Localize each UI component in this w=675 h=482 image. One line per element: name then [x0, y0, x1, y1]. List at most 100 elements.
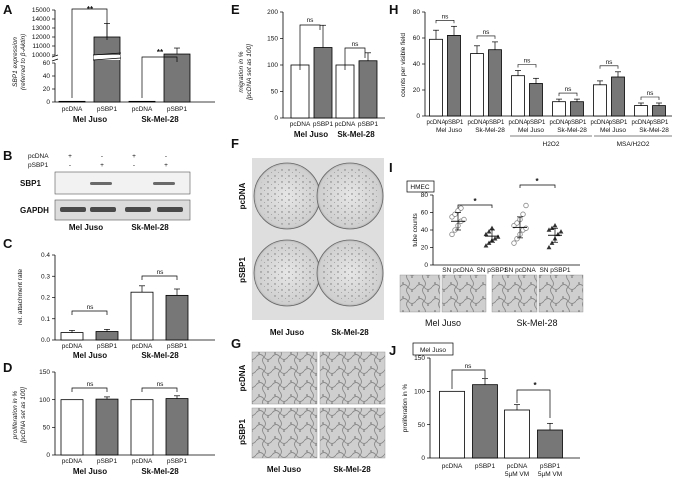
panel-h-condition-1: H2O2 [543, 141, 560, 148]
panel-h-bar [511, 75, 525, 117]
svg-text:pcDNA: pcDNA [442, 463, 463, 470]
panel-h-xlabel: pcDNA [467, 120, 486, 126]
panel-j-bar [472, 384, 498, 459]
panel-a-ytick: 14000 [32, 16, 50, 23]
svg-text:pcDNA: pcDNA [290, 121, 311, 128]
panel-f-colony-assay: pcDNA pSBP1 Mel Juso Sk-Mel-28 [238, 158, 384, 337]
panel-a-bar [128, 100, 156, 103]
svg-text:-: - [165, 153, 167, 160]
panel-h-bar [611, 76, 625, 117]
panel-a-xlabel-3: pcDNA [132, 106, 153, 113]
panel-h-xlabel: pcDNA [549, 120, 568, 126]
panel-c-sig-2: ns [157, 269, 165, 276]
panel-j-ytick: 150 [414, 355, 425, 362]
panel-i-point [520, 211, 526, 217]
svg-text:pSBP1: pSBP1 [313, 121, 334, 128]
panel-i-ytick: 0 [424, 262, 428, 269]
svg-text:pSBP1: pSBP1 [540, 463, 561, 470]
panel-i-point [546, 227, 552, 232]
panel-f-row-pcdna: pcDNA [238, 182, 247, 209]
svg-text:pSBP1: pSBP1 [167, 458, 188, 465]
panel-a-ytick: 12000 [32, 34, 50, 41]
svg-text:Sk-Mel-28: Sk-Mel-28 [141, 351, 179, 360]
panel-a-ytick: 15000 [32, 7, 50, 14]
panel-a-bar [163, 53, 191, 103]
panel-label-g: G [231, 336, 241, 351]
panel-j-bar [537, 429, 563, 459]
panel-d-bar [60, 399, 84, 456]
panel-label-i: I [389, 160, 393, 175]
panel-h-bar [552, 101, 566, 117]
panel-h-bar [470, 53, 484, 117]
panel-e-bar [335, 64, 355, 119]
panel-h-sig: ns [483, 29, 491, 36]
panel-h-ytick: 0 [416, 113, 420, 120]
panel-i-point [523, 225, 529, 231]
panel-h-sig: ns [565, 86, 573, 93]
svg-text:Sk-Mel-28: Sk-Mel-28 [516, 318, 557, 328]
panel-a-sig-1: ** [87, 5, 94, 14]
svg-text:pcDNA: pcDNA [335, 121, 356, 128]
panel-h-ytick: 20 [413, 87, 421, 94]
panel-j-bar [504, 409, 530, 459]
panel-d: proliferation in % [pcDNA set as 100] 15… [12, 369, 215, 476]
svg-text:Sk-Mel-28: Sk-Mel-28 [333, 465, 371, 474]
panel-a-ytick: 13000 [32, 25, 50, 32]
svg-text:-: - [101, 153, 103, 160]
svg-text:proliferation in %: proliferation in % [12, 391, 19, 441]
svg-text:pSBP1: pSBP1 [97, 343, 118, 350]
svg-text:Sk-Mel-28: Sk-Mel-28 [639, 127, 669, 134]
svg-text:Sk-Mel-28: Sk-Mel-28 [331, 328, 369, 337]
svg-text:SN pSBP1: SN pSBP1 [539, 267, 570, 274]
panel-i-point [549, 240, 555, 245]
panel-e-ytick: 200 [267, 9, 278, 16]
panel-d-ytick: 100 [39, 397, 50, 404]
panel-e-ytick: 150 [267, 36, 278, 43]
panel-h-ytick: 80 [413, 9, 421, 16]
panel-i-point [486, 240, 492, 245]
panel-b-group-2: Sk-Mel-28 [131, 223, 169, 232]
panel-d-ytick: 50 [43, 425, 51, 432]
svg-text:counts per visible field: counts per visible field [400, 33, 407, 97]
svg-text:Mel Juso: Mel Juso [294, 130, 328, 139]
svg-text:ns: ns [307, 17, 315, 24]
micrograph-g-1 [251, 351, 318, 405]
svg-text:Mel Juso: Mel Juso [600, 127, 626, 134]
panel-h-bar [634, 105, 648, 117]
panel-c-ytick: 0.2 [41, 295, 50, 302]
panel-e-bar [290, 64, 310, 119]
svg-text:pSBP1: pSBP1 [97, 458, 118, 465]
panel-i-point [514, 220, 520, 226]
panel-b-western-blot: pcDNA pSBP1 + - + - - + - + SBP1 GAPDH M… [20, 153, 191, 232]
panel-h-bar [447, 35, 461, 117]
svg-text:ns: ns [352, 41, 360, 48]
svg-text:SN pcDNA: SN pcDNA [504, 267, 536, 274]
panel-h-xlabel: pSBP1 [486, 120, 505, 126]
panel-i-point [552, 223, 558, 228]
panel-h-condition-2: MSA/H2O2 [617, 141, 650, 148]
panel-h-bar [593, 84, 607, 117]
blot-band-sbp1-meljuso [90, 182, 112, 185]
panel-i-point [511, 240, 517, 246]
panel-b-row-psbp1: pSBP1 [28, 162, 49, 169]
panel-i-point [483, 231, 489, 237]
panel-a-sig-2: ** [157, 48, 164, 57]
svg-text:Mel Juso: Mel Juso [425, 318, 461, 328]
panel-a-group-2: Sk-Mel-28 [141, 115, 179, 124]
panel-i-ytick: 60 [421, 210, 429, 217]
panel-a-ytick: 40 [43, 73, 51, 80]
panel-h-bar [652, 105, 666, 117]
panel-i-point [486, 229, 492, 234]
svg-text:proliferation in %: proliferation in % [402, 384, 409, 433]
panel-i-point [489, 225, 495, 231]
svg-text:[pcDNA set as 100]: [pcDNA set as 100] [246, 44, 253, 101]
micrograph-g-3 [251, 407, 318, 459]
panel-label-c: C [3, 236, 13, 251]
svg-text:pcDNA: pcDNA [62, 458, 83, 465]
panel-c-bar [95, 331, 119, 341]
panel-h-xlabel: pSBP1 [527, 120, 546, 126]
panel-b-band-gapdh: GAPDH [20, 206, 49, 215]
panel-h-sig: ns [524, 58, 532, 65]
